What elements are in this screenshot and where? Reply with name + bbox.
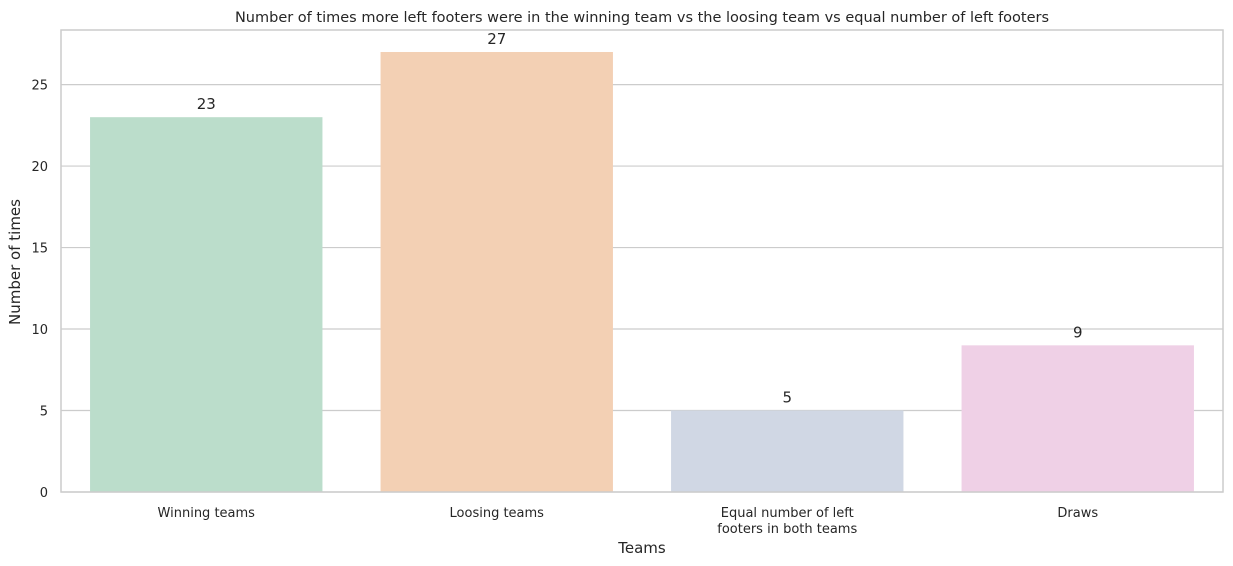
- y-tick-label: 25: [31, 79, 48, 94]
- bar: [961, 345, 1194, 492]
- y-tick-label: 0: [40, 486, 48, 501]
- bar: [90, 117, 323, 493]
- x-tick-label: Draws: [1057, 506, 1098, 521]
- bars: [90, 52, 1194, 493]
- x-tick-label: Winning teams: [158, 506, 256, 521]
- bar: [671, 410, 904, 492]
- x-axis-label: Teams: [617, 539, 666, 557]
- y-tick-label: 20: [31, 160, 48, 175]
- bar-value-labels: 23 27 5 9: [197, 30, 1083, 407]
- bar-value-label: 27: [487, 30, 506, 48]
- x-tick-label: Equal number of left footers in both team…: [717, 506, 857, 537]
- plot-frame: [60, 29, 1224, 493]
- chart-title: Number of times more left footers were i…: [235, 10, 1049, 26]
- y-tick-labels: 0 5 10 15 20 25: [31, 79, 48, 501]
- bar-value-label: 5: [782, 389, 792, 407]
- y-tick-label: 10: [31, 323, 48, 338]
- bar: [380, 52, 613, 492]
- y-tick-label: 15: [31, 242, 48, 257]
- x-tick-labels: Winning teams Loosing teams Equal number o…: [158, 506, 1099, 537]
- y-axis-label: Number of times: [6, 199, 24, 325]
- bar-value-label: 9: [1073, 323, 1083, 341]
- x-tick-label: Loosing teams: [450, 506, 545, 521]
- y-tick-label: 5: [40, 405, 48, 420]
- bar-value-label: 23: [197, 95, 216, 113]
